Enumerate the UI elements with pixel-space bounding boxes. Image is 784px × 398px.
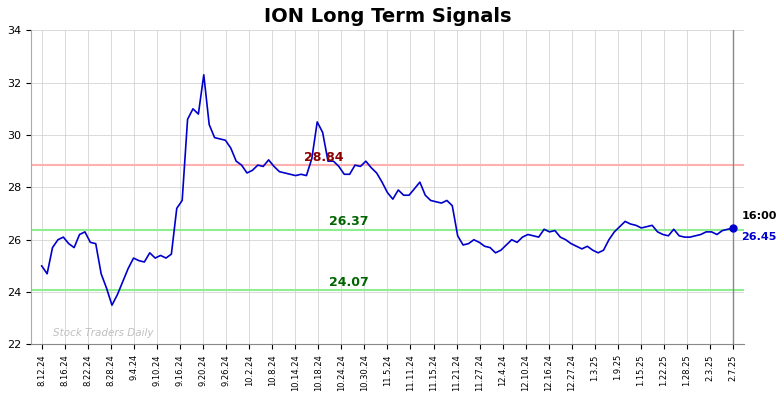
Text: 16:00: 16:00 bbox=[742, 211, 777, 221]
Text: 28.84: 28.84 bbox=[304, 151, 344, 164]
Title: ION Long Term Signals: ION Long Term Signals bbox=[263, 7, 511, 26]
Text: 26.45: 26.45 bbox=[742, 232, 777, 242]
Text: 24.07: 24.07 bbox=[329, 275, 368, 289]
Text: Stock Traders Daily: Stock Traders Daily bbox=[53, 328, 153, 338]
Text: 26.37: 26.37 bbox=[329, 215, 368, 228]
